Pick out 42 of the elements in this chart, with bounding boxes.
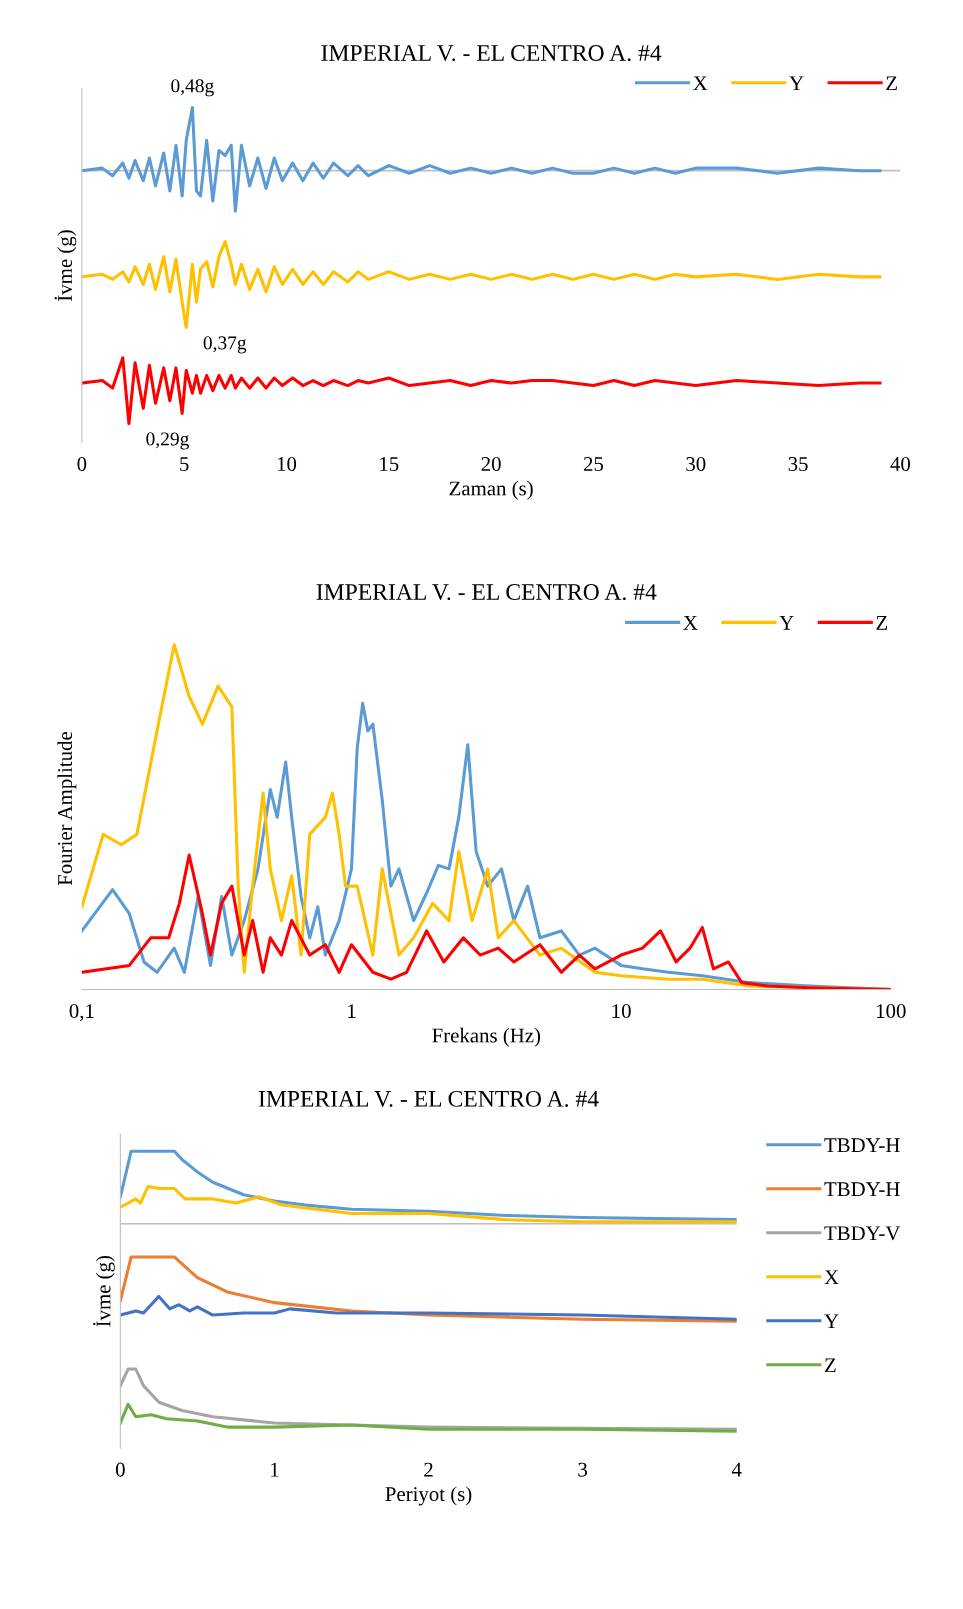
- x-tick-label: 15: [380, 457, 399, 472]
- legend-label: TBDY-V: [824, 1226, 901, 1241]
- x-tick-label: 3: [578, 1462, 588, 1477]
- x-tick-label: 2: [424, 1462, 433, 1477]
- x-axis-title: Zaman (s): [449, 480, 533, 500]
- legend-label: X: [824, 1270, 839, 1285]
- x-tick-label: 30: [686, 456, 706, 472]
- y-axis-title: Fourier Amplitude: [57, 731, 77, 886]
- x-axis-title: Frekans (Hz): [432, 1027, 541, 1047]
- legend-label: Z: [886, 76, 897, 91]
- x-tick-label: 0: [77, 456, 87, 472]
- legend-label: TBDY-H: [824, 1182, 900, 1197]
- legend-label: Y: [779, 616, 794, 630]
- y-axis-title: İvme (g): [54, 230, 77, 301]
- chart-title: IMPERIAL V. - EL CENTRO A. #4: [316, 584, 657, 601]
- annotation: 0,29g: [146, 432, 189, 450]
- x-tick-label: 10: [612, 1004, 631, 1019]
- legend-label: Y: [824, 1314, 839, 1329]
- x-tick-label: 1: [348, 1004, 356, 1018]
- x-tick-label: 0: [115, 1462, 125, 1477]
- x-tick-label: 20: [481, 456, 501, 472]
- x-tick-label: 40: [890, 456, 911, 472]
- x-tick-label: 5: [180, 457, 189, 472]
- legend-label: X: [683, 616, 698, 630]
- legend-label: Z: [876, 616, 888, 630]
- x-tick-label: 1: [271, 1462, 279, 1477]
- annotation: 0,48g: [171, 79, 214, 97]
- legend-label: Z: [825, 1358, 836, 1373]
- legend-label: TBDY-H: [824, 1138, 900, 1153]
- annotation: 0,37g: [203, 336, 247, 354]
- x-tick-label: 25: [583, 457, 604, 472]
- x-axis-title: Periyot (s): [385, 1486, 472, 1506]
- x-tick-label: 10: [277, 456, 297, 472]
- y-axis-title: İvme (g): [93, 1255, 115, 1327]
- legend-label: X: [693, 76, 708, 91]
- x-tick-label: 35: [788, 457, 808, 472]
- chart-title: IMPERIAL V. - EL CENTRO A. #4: [258, 1090, 599, 1107]
- x-tick-label: 0,1: [69, 1004, 94, 1022]
- chart-title: IMPERIAL V. - EL CENTRO A. #4: [321, 45, 662, 62]
- legend-label: Y: [789, 76, 804, 91]
- x-tick-label: 100: [876, 1004, 906, 1019]
- x-tick-label: 4: [731, 1462, 742, 1477]
